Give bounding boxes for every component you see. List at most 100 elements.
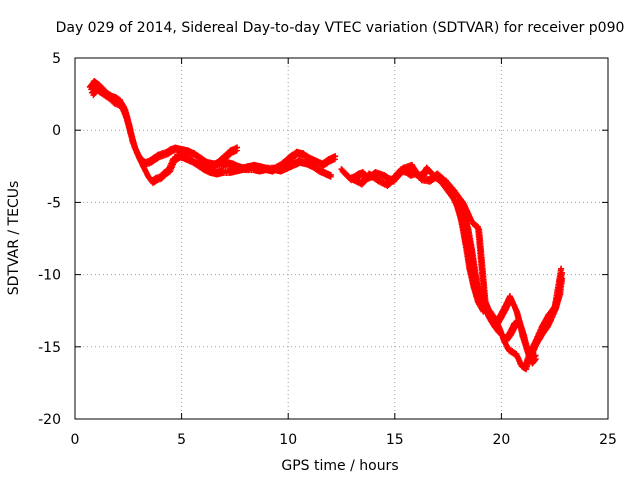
data-point bbox=[302, 159, 309, 165]
data-point bbox=[460, 208, 466, 215]
data-point bbox=[280, 159, 287, 165]
data-point bbox=[477, 294, 484, 301]
data-point bbox=[89, 89, 96, 96]
data-point bbox=[159, 150, 166, 157]
data-point bbox=[170, 156, 177, 163]
data-point bbox=[163, 148, 170, 155]
data-point bbox=[445, 187, 452, 194]
data-point bbox=[206, 167, 213, 174]
series-markers bbox=[349, 161, 565, 363]
data-point bbox=[357, 179, 364, 186]
y-tick-label: 0 bbox=[52, 123, 61, 139]
data-point bbox=[472, 277, 479, 284]
data-point bbox=[498, 330, 505, 337]
data-point bbox=[481, 304, 488, 311]
x-tick-label: 20 bbox=[492, 432, 510, 448]
data-point bbox=[283, 163, 290, 170]
data-point bbox=[161, 169, 168, 176]
data-point bbox=[231, 166, 238, 173]
data-point bbox=[485, 313, 492, 320]
data-point bbox=[468, 248, 475, 255]
data-point bbox=[506, 293, 513, 300]
data-point bbox=[199, 164, 206, 171]
data-point bbox=[327, 172, 334, 178]
data-point bbox=[167, 146, 174, 152]
series-markers bbox=[455, 196, 539, 367]
data-point bbox=[180, 153, 187, 160]
data-point bbox=[91, 78, 98, 85]
data-point bbox=[144, 172, 151, 178]
data-point bbox=[227, 147, 234, 154]
x-tick-label: 5 bbox=[177, 432, 186, 448]
data-point bbox=[229, 160, 236, 167]
data-point bbox=[532, 352, 539, 359]
data-point bbox=[506, 329, 513, 336]
data-point bbox=[153, 174, 159, 181]
data-point bbox=[212, 169, 219, 176]
data-point bbox=[140, 163, 147, 170]
data-point bbox=[101, 91, 108, 98]
grid-layer bbox=[75, 58, 608, 419]
data-point bbox=[157, 173, 164, 180]
data-point bbox=[293, 148, 300, 155]
data-point bbox=[494, 317, 501, 324]
data-point bbox=[131, 144, 138, 151]
data-point bbox=[515, 316, 522, 323]
data-point bbox=[300, 150, 307, 157]
data-point bbox=[238, 164, 245, 171]
data-point bbox=[289, 160, 296, 167]
data-point bbox=[150, 154, 157, 161]
data-point bbox=[406, 170, 413, 177]
data-point bbox=[225, 167, 232, 174]
y-tick-label: 5 bbox=[52, 51, 61, 67]
data-point bbox=[197, 154, 204, 161]
data-point bbox=[428, 169, 434, 176]
data-point bbox=[251, 161, 258, 168]
data-point bbox=[263, 164, 270, 171]
y-tick-label: -20 bbox=[38, 412, 61, 428]
data-point bbox=[342, 170, 349, 177]
data-point bbox=[513, 307, 520, 314]
data-point bbox=[434, 170, 441, 177]
data-point bbox=[172, 144, 179, 151]
data-point bbox=[423, 164, 430, 171]
data-point bbox=[500, 306, 507, 313]
data-point bbox=[511, 320, 518, 327]
data-point bbox=[315, 166, 321, 173]
y-tick-label: -10 bbox=[38, 268, 61, 284]
data-point bbox=[165, 166, 172, 173]
data-point bbox=[545, 312, 552, 318]
data-point bbox=[325, 156, 332, 163]
data-point bbox=[114, 99, 121, 106]
data-point bbox=[214, 159, 221, 165]
data-point bbox=[191, 150, 198, 157]
data-point bbox=[276, 166, 283, 173]
data-point bbox=[532, 338, 539, 344]
data-point bbox=[455, 196, 462, 203]
data-point bbox=[425, 176, 432, 183]
data-point bbox=[489, 320, 496, 327]
data-point bbox=[338, 166, 345, 173]
data-layer bbox=[86, 78, 566, 373]
data-point bbox=[374, 176, 381, 183]
data-point bbox=[312, 157, 319, 164]
data-point bbox=[146, 157, 153, 164]
data-point bbox=[391, 173, 398, 180]
data-point bbox=[155, 151, 162, 158]
data-point bbox=[538, 323, 545, 330]
data-point bbox=[551, 303, 558, 310]
series-track-f bbox=[455, 196, 539, 367]
data-point bbox=[513, 351, 520, 357]
data-point bbox=[295, 157, 302, 164]
data-point bbox=[306, 154, 313, 161]
data-point bbox=[417, 174, 424, 181]
data-point bbox=[383, 180, 390, 187]
data-point bbox=[193, 160, 200, 167]
data-point bbox=[174, 151, 181, 158]
y-axis-title: SDTVAR / TECUs bbox=[6, 181, 22, 296]
y-tick-label: -5 bbox=[47, 195, 61, 211]
data-point bbox=[449, 193, 456, 200]
data-point bbox=[521, 364, 528, 370]
data-point bbox=[504, 345, 511, 352]
